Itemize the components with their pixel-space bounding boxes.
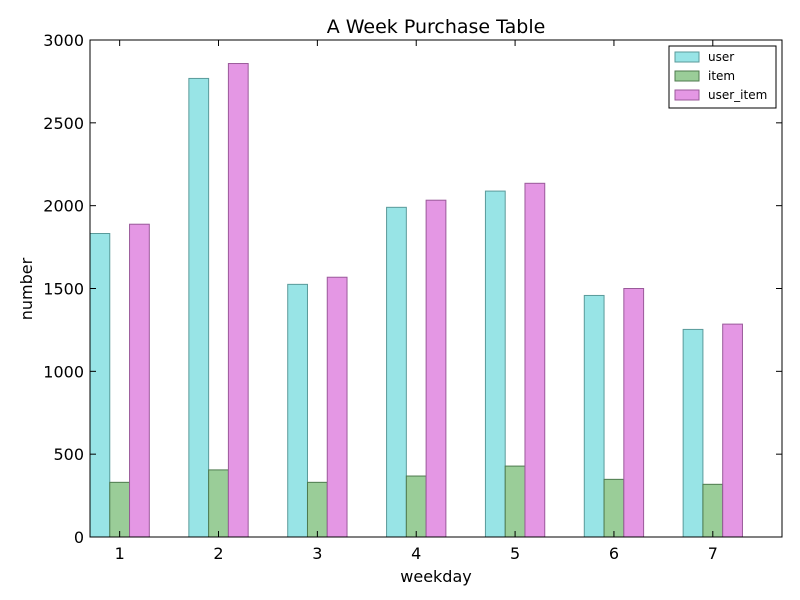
- legend-swatch-item: [674, 70, 700, 82]
- bar-user_item-6: [623, 288, 645, 538]
- bar-item-3: [306, 481, 328, 538]
- x-tick-label: 1: [115, 544, 125, 563]
- x-axis-title: weekday: [400, 567, 471, 586]
- bar-user_item-2: [227, 63, 249, 538]
- bar-item-7: [702, 483, 724, 538]
- legend-label-item: item: [708, 69, 735, 83]
- bar-user-5: [484, 190, 506, 538]
- y-tick-label: 3000: [43, 31, 84, 50]
- legend: user item user_item: [668, 45, 777, 109]
- bar-item-4: [405, 475, 427, 538]
- legend-label-user: user: [708, 50, 734, 64]
- y-tick-label: 1500: [43, 280, 84, 299]
- bar-user_item-7: [722, 323, 743, 538]
- bar-user-6: [583, 294, 605, 538]
- bar-user_item-3: [326, 276, 348, 538]
- bar-item-6: [603, 478, 625, 538]
- bar-user-3: [287, 283, 308, 538]
- x-axis: 1 2 3 4 5 6 7: [115, 40, 718, 563]
- y-tick-label: 0: [74, 528, 84, 547]
- legend-swatch-user: [674, 51, 700, 63]
- y-tick-label: 1000: [43, 362, 84, 381]
- y-axis: 0 500 1000 1500 2000 2500 3000: [43, 31, 782, 547]
- x-tick-label: 6: [609, 544, 619, 563]
- x-tick-label: 3: [312, 544, 322, 563]
- bar-user-1: [89, 232, 111, 538]
- x-tick-label: 7: [708, 544, 718, 563]
- bar-user-4: [386, 206, 407, 538]
- chart-title: A Week Purchase Table: [327, 16, 546, 38]
- legend-label-user_item: user_item: [708, 88, 767, 102]
- bar-user-2: [188, 77, 210, 538]
- bar-user_item-4: [425, 199, 447, 538]
- bars-group: [89, 63, 743, 538]
- y-tick-label: 2000: [43, 197, 84, 216]
- bar-item-2: [208, 469, 229, 538]
- y-axis-title: number: [17, 257, 36, 320]
- bar-user_item-5: [524, 182, 546, 538]
- legend-swatch-user_item: [674, 89, 700, 101]
- y-tick-label: 2500: [43, 114, 84, 133]
- y-tick-label: 500: [53, 445, 84, 464]
- bar-item-1: [109, 481, 131, 538]
- x-tick-label: 4: [411, 544, 421, 563]
- bar-user-7: [682, 328, 704, 538]
- x-tick-label: 5: [510, 544, 520, 563]
- bar-user_item-1: [129, 223, 150, 538]
- x-tick-label: 2: [213, 544, 223, 563]
- bar-item-5: [504, 465, 526, 538]
